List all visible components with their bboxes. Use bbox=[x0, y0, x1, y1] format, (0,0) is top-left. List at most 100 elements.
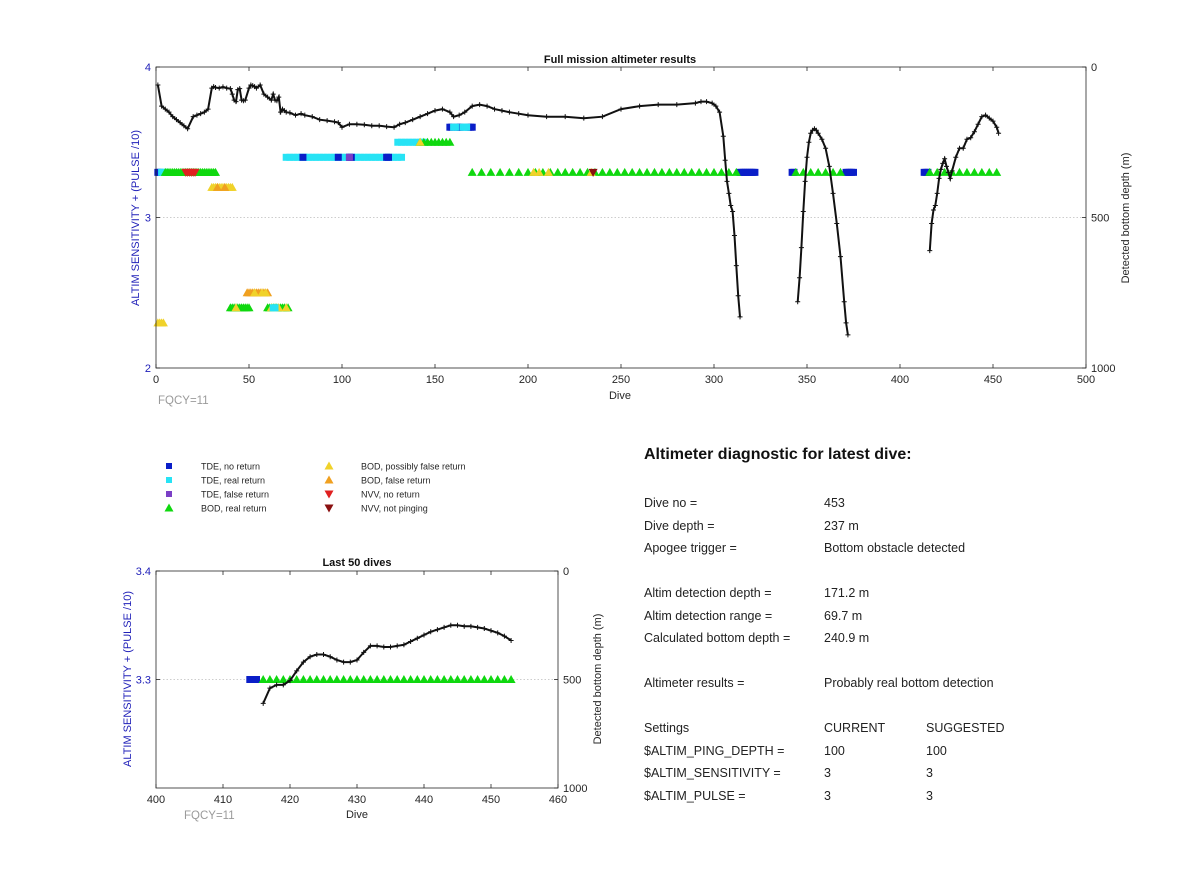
legend-item-tde-no-return: TDE, no return bbox=[166, 462, 260, 472]
depth-point bbox=[841, 299, 847, 305]
depth-point bbox=[947, 175, 953, 181]
x-tick-label: 450 bbox=[984, 374, 1002, 386]
depth-point bbox=[704, 99, 710, 105]
depth-point bbox=[361, 649, 367, 655]
depth-point bbox=[267, 685, 273, 691]
depth-point bbox=[934, 190, 940, 196]
marker-bod-possibly-false bbox=[231, 303, 241, 312]
depth-point bbox=[434, 627, 440, 633]
legend-item-tde-false-return: TDE, false return bbox=[166, 490, 269, 500]
marker-bod-possibly-false bbox=[543, 167, 553, 176]
marker-bod-real-return bbox=[835, 167, 845, 176]
depth-point bbox=[815, 130, 821, 136]
depth-point bbox=[314, 652, 320, 658]
marker-bod-real-return bbox=[687, 167, 697, 176]
legend-label: TDE, real return bbox=[201, 476, 265, 486]
depth-point bbox=[674, 102, 680, 108]
marker-bod-real-return bbox=[493, 675, 503, 683]
marker-bod-real-return bbox=[339, 675, 349, 683]
marker-bod-real-return bbox=[466, 675, 476, 683]
depth-point bbox=[441, 624, 447, 630]
depth-point bbox=[321, 652, 326, 658]
diagnostic-label: Dive depth = bbox=[644, 519, 715, 533]
marker-bod-real-return bbox=[514, 167, 524, 176]
depth-point bbox=[213, 84, 219, 90]
depth-point bbox=[475, 624, 481, 630]
depth-point bbox=[455, 622, 460, 628]
marker-bod-real-return bbox=[575, 167, 585, 176]
diagnostic-row-dive-no: Dive no = 453 bbox=[644, 496, 1164, 516]
x-tick-label: 150 bbox=[426, 374, 444, 386]
marker-bod-possibly-false bbox=[415, 137, 425, 146]
x-tick-label: 200 bbox=[519, 374, 537, 386]
settings-label: $ALTIM_PULSE = bbox=[644, 789, 746, 803]
last50-chart-depth-lines bbox=[260, 622, 514, 706]
marker-bod-real-return bbox=[560, 167, 570, 176]
x-tick-label: 250 bbox=[612, 374, 630, 386]
depth-point bbox=[274, 682, 280, 688]
x-tick-label: 300 bbox=[705, 374, 723, 386]
marker-bod-real-return bbox=[412, 675, 422, 683]
x-tick-label: 400 bbox=[891, 374, 909, 386]
marker-legend: TDE, no return TDE, real return TDE, false… bbox=[164, 461, 466, 514]
depth-point bbox=[599, 114, 605, 120]
depth-point bbox=[562, 114, 568, 120]
depth-point bbox=[397, 121, 403, 127]
x-tick-label: 500 bbox=[1077, 374, 1095, 386]
marker-bod-real-return bbox=[372, 675, 382, 683]
marker-bod-real-return bbox=[597, 167, 607, 176]
marker-bod-real-return bbox=[984, 167, 994, 176]
depth-point bbox=[731, 233, 737, 239]
depth-point bbox=[698, 99, 704, 105]
marker-bod-real-return bbox=[702, 167, 712, 176]
marker-tde-real-return bbox=[286, 153, 294, 161]
main-chart-y2label: Detected bottom depth (m) bbox=[1120, 153, 1132, 284]
marker-bod-real-return bbox=[392, 675, 402, 683]
marker-tde-real-return bbox=[390, 153, 398, 161]
marker-tde-real-return bbox=[282, 153, 290, 161]
depth-point bbox=[945, 169, 951, 175]
depth-point bbox=[798, 245, 804, 251]
main-chart-title: Full mission altimeter results bbox=[544, 54, 696, 66]
depth-point bbox=[837, 254, 843, 260]
y2-tick-label: 0 bbox=[1091, 62, 1097, 74]
diagnostic-value: 453 bbox=[824, 496, 845, 510]
marker-bod-real-return bbox=[272, 675, 282, 683]
depth-point bbox=[432, 108, 438, 114]
last50-chart-y2label: Detected bottom depth (m) bbox=[592, 614, 604, 745]
depth-point bbox=[655, 102, 661, 108]
diagnostic-label: Altim detection range = bbox=[644, 609, 773, 623]
marker-tde-real-return bbox=[323, 153, 331, 161]
depth-point bbox=[439, 106, 445, 112]
marker-bod-real-return bbox=[642, 167, 652, 176]
depth-point bbox=[936, 175, 942, 181]
marker-bod-real-return bbox=[439, 675, 449, 683]
marker-tde-real-return bbox=[409, 138, 417, 146]
legend-label: NVV, not pinging bbox=[361, 504, 428, 514]
marker-bod-possibly-false bbox=[158, 318, 168, 327]
depth-point bbox=[730, 208, 736, 214]
marker-bod-possibly-false bbox=[250, 288, 260, 297]
marker-bod-real-return bbox=[694, 167, 704, 176]
marker-bod-real-return bbox=[265, 675, 275, 683]
depth-point bbox=[253, 85, 259, 91]
x-tick-label: 440 bbox=[415, 794, 433, 806]
marker-bod-possibly-false bbox=[261, 288, 271, 297]
depth-point bbox=[346, 121, 352, 127]
marker-tde-real-return bbox=[463, 123, 471, 131]
legend-item-tde-real-return: TDE, real return bbox=[166, 476, 265, 486]
legend-label: BOD, possibly false return bbox=[361, 462, 466, 472]
depth-point bbox=[361, 122, 367, 128]
depth-point bbox=[287, 678, 293, 684]
marker-bod-real-return bbox=[332, 675, 342, 683]
settings-label: $ALTIM_PING_DEPTH = bbox=[644, 744, 785, 758]
depth-point bbox=[216, 85, 222, 91]
marker-tde-real-return bbox=[271, 304, 279, 312]
depth-point bbox=[224, 85, 230, 91]
settings-label: $ALTIM_SENSITIVITY = bbox=[644, 766, 781, 780]
settings-suggested: 100 bbox=[926, 744, 947, 758]
y-tick-label: 3.3 bbox=[136, 675, 151, 687]
diagnostic-value: 237 m bbox=[824, 519, 859, 533]
depth-point bbox=[194, 112, 200, 118]
depth-point bbox=[242, 97, 248, 103]
